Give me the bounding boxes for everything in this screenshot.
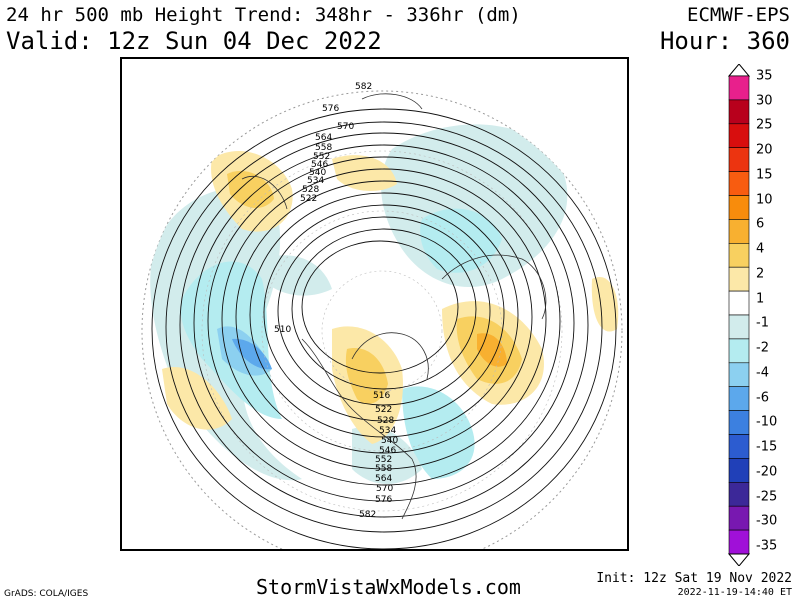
contour-label: 528 — [377, 416, 394, 426]
colorbar-swatch — [728, 505, 750, 531]
colorbar-swatch — [728, 338, 750, 364]
colorbar-label: 20 — [756, 142, 773, 158]
model-name: ECMWF-EPS — [687, 4, 790, 26]
contour-label: 534 — [307, 176, 324, 186]
colorbar-label: -25 — [756, 489, 778, 505]
contour-label: 558 — [375, 464, 392, 474]
contour-label: 546 — [311, 160, 328, 170]
colorbar-swatch — [728, 123, 750, 148]
contour-label: 564 — [315, 133, 332, 143]
colorbar-label: 2 — [756, 266, 765, 282]
contour-label: 576 — [375, 495, 392, 505]
colorbar-label: 6 — [756, 216, 765, 232]
chart-title: 24 hr 500 mb Height Trend: 348hr - 336hr… — [6, 4, 521, 26]
colorbar-label: -6 — [756, 390, 769, 406]
colorbar-swatch — [728, 195, 750, 220]
colorbar-label: -10 — [756, 414, 778, 430]
colorbar-labels: 35 30 25 20 15 10 6 4 2 1 -1 -2 -4 -6 -10 -15 -20 -25 -30 -… — [756, 69, 796, 554]
contour-label: 540 — [381, 436, 398, 446]
colorbar-label: -1 — [756, 315, 769, 331]
contour-label: 510 — [274, 325, 291, 335]
contour-label: 522 — [375, 405, 392, 415]
colorbar — [727, 64, 751, 566]
contour-label: 552 — [375, 455, 392, 465]
contour-label: 516 — [373, 391, 390, 401]
colorbar-label: -20 — [756, 464, 778, 480]
coastlines — [241, 93, 547, 520]
colorbar-swatch — [728, 266, 750, 292]
colorbar-label: -2 — [756, 340, 769, 356]
colorbar-swatch — [728, 481, 750, 507]
colorbar-top-arrow — [727, 64, 751, 77]
colorbar-bottom-arrow — [727, 553, 751, 566]
colorbar-label: 30 — [756, 93, 773, 109]
init-time: Init: 12z Sat 19 Nov 2022 — [596, 571, 792, 586]
contour-label: 534 — [379, 426, 396, 436]
contour-label: 522 — [300, 194, 317, 204]
colorbar-swatch — [728, 458, 750, 483]
colorbar-label: -35 — [756, 538, 778, 554]
contour-label: 546 — [379, 446, 396, 456]
contour-label: 540 — [309, 168, 326, 178]
colorbar-swatch — [728, 99, 750, 125]
contour-labels: 582 576 570 564 558 552 546 540 534 528 … — [274, 82, 398, 520]
colorbar-label: -15 — [756, 439, 778, 455]
colorbar-label: 35 — [756, 68, 773, 84]
colorbar-swatch — [728, 314, 750, 340]
colorbar-label: 25 — [756, 117, 773, 133]
colorbar-label: -4 — [756, 365, 769, 381]
colorbar-swatch — [728, 147, 750, 172]
colorbar-swatch — [728, 75, 750, 101]
colorbar-swatch — [728, 219, 750, 244]
map-panel: 582 576 570 564 558 552 546 540 534 528 … — [120, 57, 629, 551]
height-contours — [151, 108, 617, 549]
contour-label: 528 — [302, 185, 319, 195]
valid-time: Valid: 12z Sun 04 Dec 2022 — [6, 27, 382, 55]
contour-label: 552 — [313, 152, 330, 162]
colorbar-label: 15 — [756, 167, 773, 183]
colorbar-swatch — [728, 171, 750, 196]
contour-label: 564 — [375, 474, 392, 484]
site-name[interactable]: StormVistaWxModels.com — [256, 575, 521, 599]
colorbar-swatch — [728, 243, 750, 268]
contour-label: 576 — [322, 104, 339, 114]
contour-label: 570 — [376, 484, 393, 494]
colorbar-label: 10 — [756, 192, 773, 208]
contour-label: 582 — [355, 82, 372, 92]
colorbar-swatch — [728, 362, 750, 387]
colorbar-swatch — [728, 290, 750, 316]
colorbar-swatch — [728, 386, 750, 411]
colorbar-swatch — [728, 434, 750, 459]
contour-label: 582 — [359, 510, 376, 520]
colorbar-label: -30 — [756, 513, 778, 529]
colorbar-swatch — [728, 410, 750, 435]
grads-credit: GrADS: COLA/IGES — [4, 589, 89, 599]
colorbar-label: 1 — [756, 291, 765, 307]
map-svg: 582 576 570 564 558 552 546 540 534 528 … — [141, 82, 623, 549]
contour-label: 570 — [337, 122, 354, 132]
contour-label: 558 — [315, 143, 332, 153]
forecast-hour: Hour: 360 — [659, 27, 790, 55]
colorbar-label: 4 — [756, 241, 765, 257]
colorbar-swatch — [728, 529, 750, 555]
render-timestamp: 2022-11-19-14:40 ET — [677, 587, 792, 598]
